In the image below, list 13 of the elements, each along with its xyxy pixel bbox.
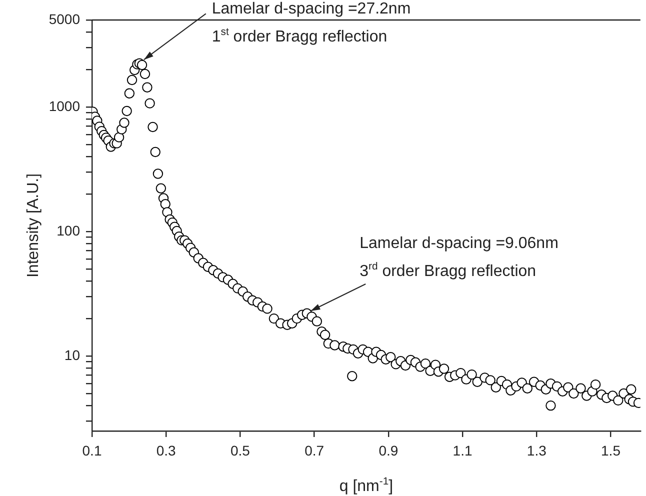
x-tick-label: 0.3 xyxy=(156,442,176,458)
x-tick-label: 1.3 xyxy=(526,442,547,458)
x-tick-label: 0.5 xyxy=(230,442,250,458)
x-tick-label: 0.7 xyxy=(304,442,324,458)
x-tick-label: 1.1 xyxy=(452,442,472,458)
x-tick-label: 1.5 xyxy=(601,442,621,458)
y-tick-label: 100 xyxy=(56,222,80,238)
y-axis-title: Intensity [A.U.] xyxy=(25,173,42,278)
y-tick-label: 10 xyxy=(64,346,80,363)
x-tick-label: 0.1 xyxy=(82,442,102,458)
x-tick-label: 0.9 xyxy=(378,442,398,458)
y-tick-label: 1000 xyxy=(48,98,80,114)
y-tick-label: 5000 xyxy=(48,10,80,27)
